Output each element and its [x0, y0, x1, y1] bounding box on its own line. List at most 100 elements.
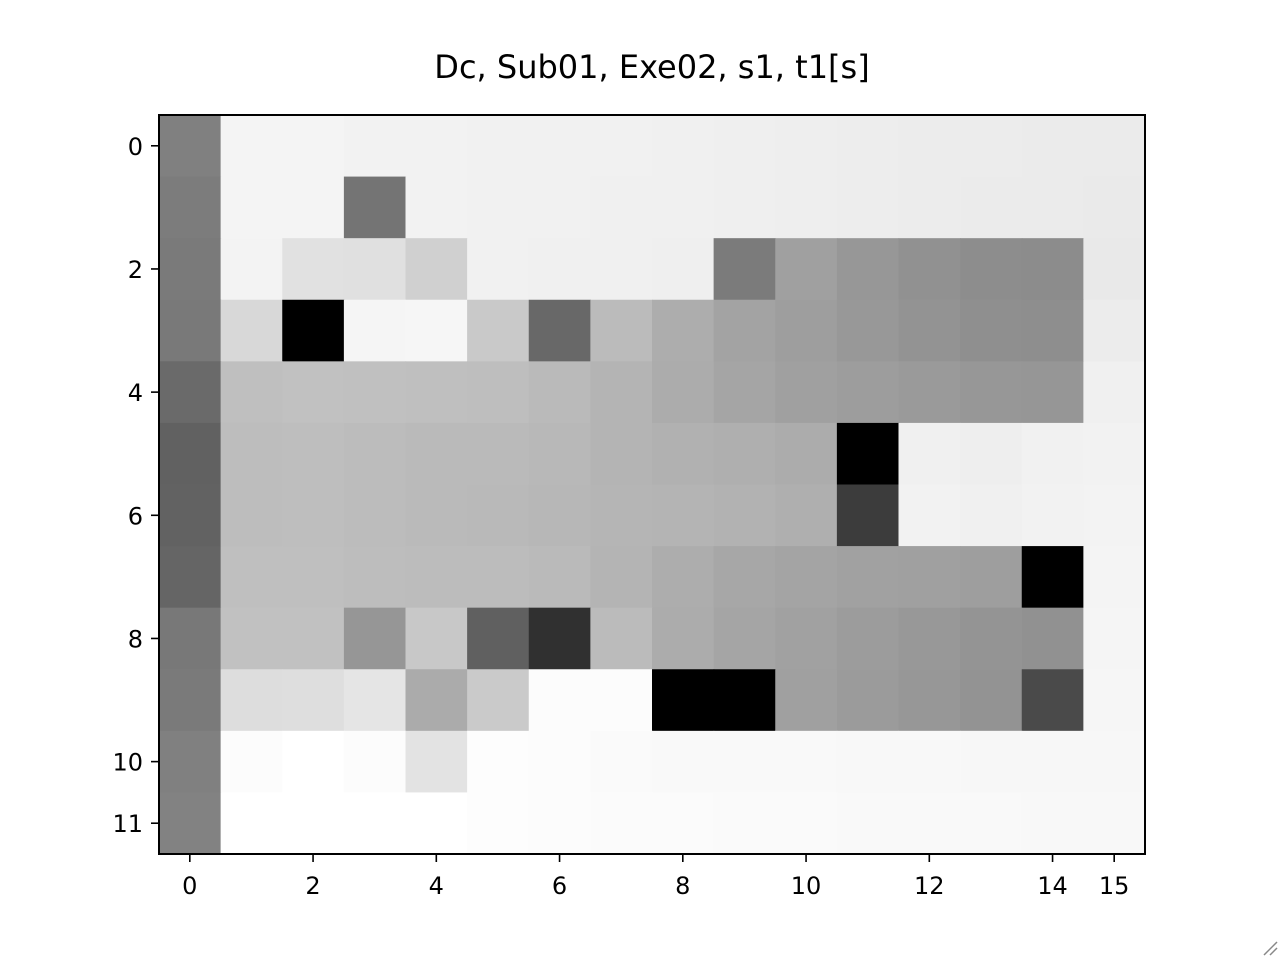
heatmap-cell-r11-c1: [220, 792, 283, 855]
heatmap-cell-r4-c5: [467, 361, 530, 424]
heatmap-cell-r1-c7: [590, 176, 653, 239]
heatmap-cell-r0-c13: [960, 115, 1023, 178]
y-tick-label-0: 0: [128, 133, 143, 161]
heatmap-cell-r9-c4: [405, 669, 468, 732]
heatmap-cell-r7-c2: [282, 546, 345, 609]
heatmap-cell-r7-c10: [775, 546, 838, 609]
heatmap-cell-r4-c14: [1021, 361, 1084, 424]
heatmap-cell-r3-c10: [775, 299, 838, 362]
heatmap-cell-r8-c0: [159, 607, 222, 670]
heatmap-cell-r10-c13: [960, 730, 1023, 794]
heatmap-cell-r9-c0: [159, 669, 222, 732]
heatmap-cell-r5-c8: [652, 422, 715, 486]
heatmap-cell-r8-c6: [528, 607, 591, 670]
heatmap-cell-r2-c1: [220, 238, 283, 301]
heatmap-cell-r9-c15: [1083, 669, 1146, 732]
heatmap-cell-r0-c7: [590, 115, 653, 178]
heatmap-cell-r11-c4: [405, 792, 468, 855]
heatmap-cell-r5-c5: [467, 422, 530, 486]
resize-grip-icon[interactable]: [1260, 938, 1278, 956]
heatmap-cell-r7-c13: [960, 546, 1023, 609]
heatmap-cell-r7-c4: [405, 546, 468, 609]
heatmap-cell-r8-c3: [343, 607, 407, 670]
heatmap-cell-r9-c13: [960, 669, 1023, 732]
heatmap-cell-r9-c12: [898, 669, 961, 732]
heatmap-cell-r10-c6: [528, 730, 591, 794]
heatmap-cell-r3-c13: [960, 299, 1023, 362]
x-tick-label-14: 14: [1037, 872, 1068, 900]
heatmap-cell-r6-c11: [836, 484, 900, 547]
plot-frame: [158, 114, 1146, 855]
heatmap-cell-r5-c6: [528, 422, 591, 486]
heatmap-cell-r2-c13: [960, 238, 1023, 301]
heatmap-cell-r1-c12: [898, 176, 961, 239]
heatmap-cell-r2-c10: [775, 238, 838, 301]
heatmap-cell-r1-c1: [220, 176, 283, 239]
heatmap-cell-r8-c14: [1021, 607, 1084, 670]
heatmap-cell-r7-c6: [528, 546, 591, 609]
heatmap-cell-r1-c10: [775, 176, 838, 239]
heatmap-cell-r2-c3: [343, 238, 407, 301]
heatmap-cell-r5-c2: [282, 422, 345, 486]
heatmap-cell-r10-c11: [836, 730, 900, 794]
heatmap-cell-r2-c7: [590, 238, 653, 301]
heatmap-cell-r5-c14: [1021, 422, 1084, 486]
heatmap-cell-r6-c13: [960, 484, 1023, 547]
heatmap-cell-r6-c3: [343, 484, 407, 547]
heatmap-cell-r5-c10: [775, 422, 838, 486]
heatmap-cell-r0-c14: [1021, 115, 1084, 178]
heatmap-cell-r6-c4: [405, 484, 468, 547]
heatmap-cell-r4-c2: [282, 361, 345, 424]
heatmap-cell-r2-c2: [282, 238, 345, 301]
heatmap-cell-r1-c5: [467, 176, 530, 239]
heatmap-cell-r3-c9: [713, 299, 776, 362]
heatmap-cell-r4-c12: [898, 361, 961, 424]
heatmap-cell-r6-c9: [713, 484, 776, 547]
heatmap-cell-r3-c5: [467, 299, 530, 362]
heatmap-cell-r1-c9: [713, 176, 776, 239]
heatmap-cell-r6-c0: [159, 484, 222, 547]
heatmap-cell-r8-c1: [220, 607, 283, 670]
heatmap-cell-r8-c11: [836, 607, 900, 670]
heatmap-cell-r3-c0: [159, 299, 222, 362]
heatmap-cell-r3-c8: [652, 299, 715, 362]
heatmap-cell-r6-c6: [528, 484, 591, 547]
heatmap-cell-r6-c1: [220, 484, 283, 547]
heatmap-cell-r6-c7: [590, 484, 653, 547]
heatmap-cell-r4-c8: [652, 361, 715, 424]
heatmap-cell-r0-c2: [282, 115, 345, 178]
heatmap-cell-r11-c6: [528, 792, 591, 855]
x-tick-label-4: 4: [429, 872, 444, 900]
heatmap-cell-r11-c5: [467, 792, 530, 855]
heatmap-cell-r0-c6: [528, 115, 591, 178]
heatmap-cell-r3-c12: [898, 299, 961, 362]
heatmap-cell-r8-c5: [467, 607, 530, 670]
heatmap-cell-r0-c8: [652, 115, 715, 178]
heatmap-cell-r3-c3: [343, 299, 407, 362]
y-tick-label-11: 11: [112, 810, 143, 838]
heatmap-cell-r5-c13: [960, 422, 1023, 486]
heatmap-cell-r11-c3: [343, 792, 407, 855]
heatmap-cell-r4-c15: [1083, 361, 1146, 424]
heatmap-cell-r3-c15: [1083, 299, 1146, 362]
heatmap-cell-r3-c6: [528, 299, 591, 362]
heatmap-cell-r1-c0: [159, 176, 222, 239]
heatmap-cell-r0-c4: [405, 115, 468, 178]
heatmap-cell-r7-c7: [590, 546, 653, 609]
heatmap-cell-r3-c7: [590, 299, 653, 362]
y-tick-label-6: 6: [128, 502, 143, 530]
y-axis: 0 2 4 6 8 10 11: [112, 133, 159, 838]
heatmap-cell-r5-c9: [713, 422, 776, 486]
heatmap-cell-r5-c15: [1083, 422, 1146, 486]
heatmap-cell-r2-c15: [1083, 238, 1146, 301]
heatmap-cell-r2-c0: [159, 238, 222, 301]
heatmap-cell-r10-c10: [775, 730, 838, 794]
heatmap-cell-r9-c1: [220, 669, 283, 732]
heatmap-cell-r4-c10: [775, 361, 838, 424]
y-tick-label-8: 8: [128, 625, 143, 653]
heatmap-cell-r10-c14: [1021, 730, 1084, 794]
heatmap-cell-r10-c3: [343, 730, 407, 794]
heatmap-cell-r2-c4: [405, 238, 468, 301]
heatmap-cell-r10-c2: [282, 730, 345, 794]
heatmap-cell-r2-c6: [528, 238, 591, 301]
